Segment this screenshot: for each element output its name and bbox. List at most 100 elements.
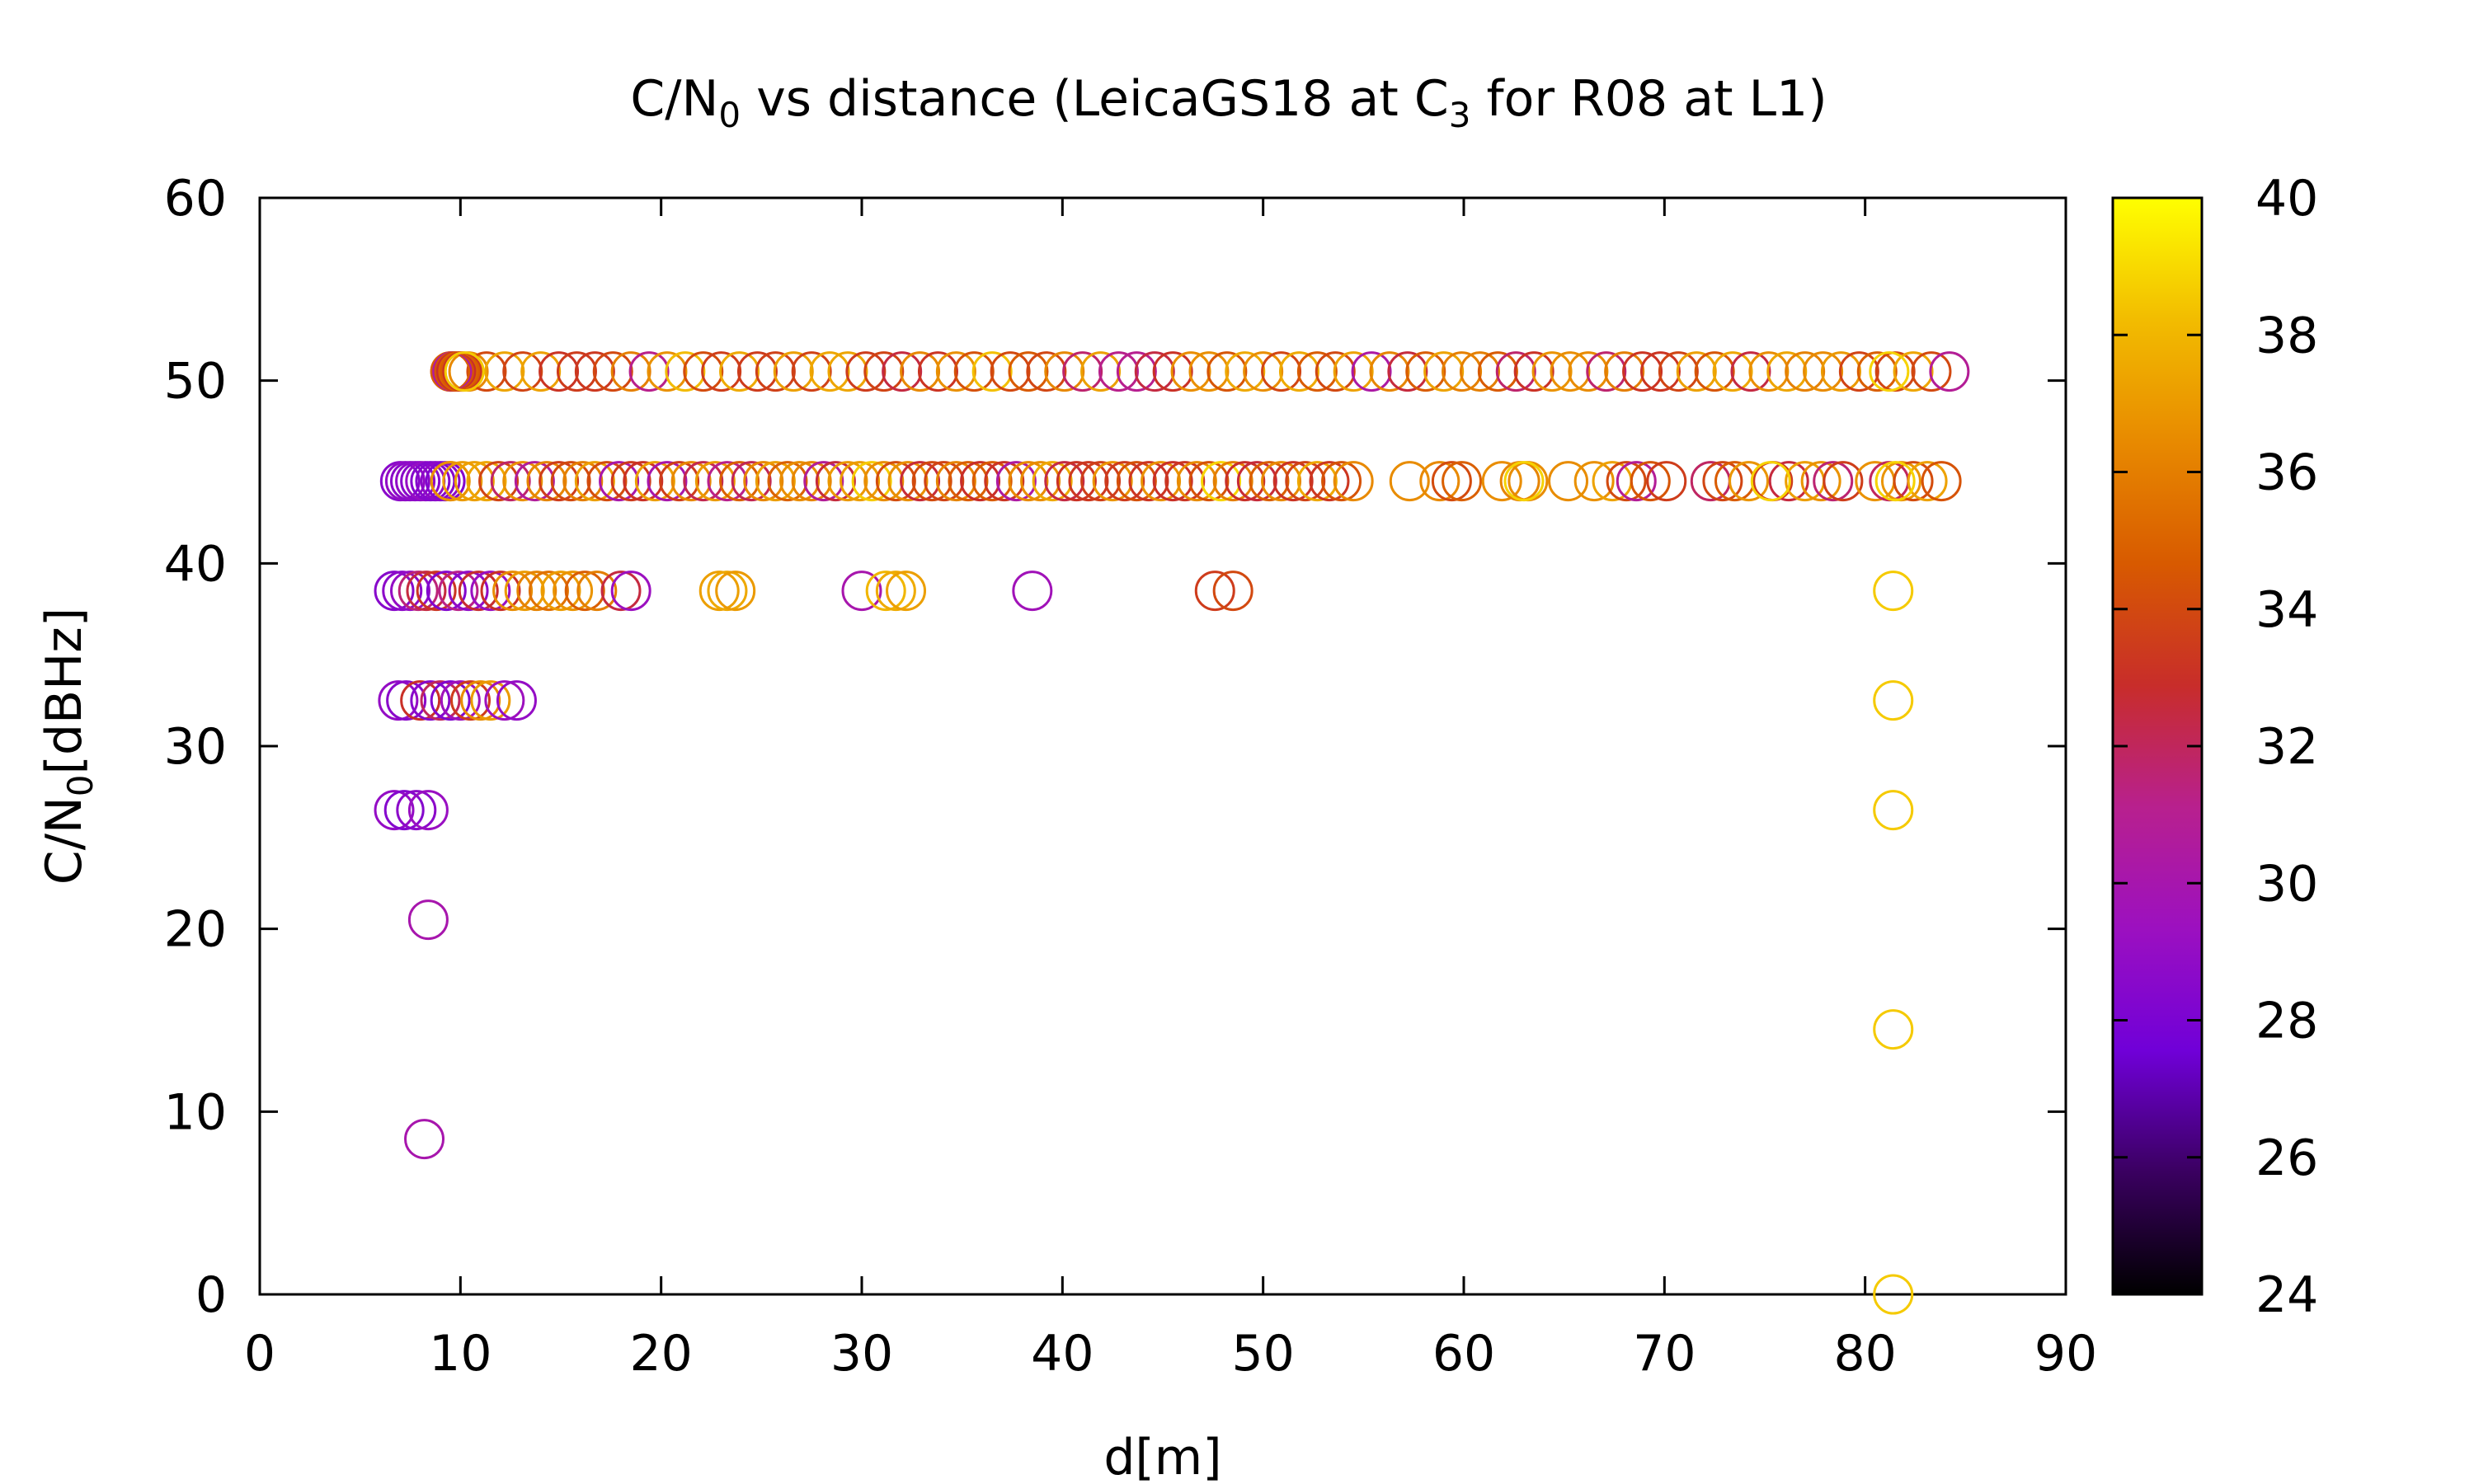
data-point — [887, 461, 929, 502]
data-point — [396, 790, 437, 831]
data-point — [528, 571, 569, 612]
data-point — [574, 351, 615, 392]
data-point — [450, 680, 491, 721]
data-point — [683, 461, 724, 502]
data-point — [1296, 461, 1338, 502]
data-point — [400, 680, 441, 721]
data-point — [386, 680, 427, 721]
data-point — [719, 351, 760, 392]
colorbar-tick-label: 40 — [2255, 170, 2318, 228]
data-point — [1272, 461, 1314, 502]
data-point — [1080, 351, 1122, 392]
x-tick-label: 50 — [1231, 1325, 1294, 1383]
data-point — [404, 1119, 445, 1160]
data-point — [1249, 461, 1290, 502]
data-point — [827, 351, 868, 392]
x-tick-label: 90 — [2034, 1325, 2097, 1383]
data-point — [623, 461, 664, 502]
data-point — [1929, 351, 1970, 392]
data-point — [935, 351, 976, 392]
data-point — [743, 461, 784, 502]
data-point — [484, 351, 525, 392]
data-point — [1020, 461, 1061, 502]
data-point — [1712, 351, 1753, 392]
y-tick-label: 20 — [164, 901, 227, 959]
data-point — [707, 461, 748, 502]
colorbar-tick-label: 36 — [2255, 444, 2318, 502]
data-point — [1387, 351, 1428, 392]
data-point — [1874, 461, 1916, 502]
data-point — [1477, 351, 1518, 392]
data-point — [1893, 461, 1934, 502]
data-point — [407, 899, 449, 941]
data-point — [1068, 461, 1109, 502]
data-point — [1513, 351, 1554, 392]
data-point — [773, 351, 814, 392]
data-point — [924, 461, 965, 502]
data-point — [484, 680, 525, 721]
data-point — [382, 571, 423, 612]
data-point — [1573, 461, 1615, 502]
data-point — [841, 571, 882, 612]
x-axis-label: d[m] — [1103, 1429, 1221, 1484]
colorbar-tick-label: 34 — [2255, 581, 2318, 639]
data-point — [1869, 351, 1910, 392]
data-point — [1750, 461, 1791, 502]
data-point — [430, 680, 471, 721]
data-point — [438, 571, 479, 612]
data-point — [1658, 351, 1699, 392]
data-point — [1243, 351, 1284, 392]
data-point — [539, 461, 580, 502]
data-point — [863, 461, 905, 502]
y-tick-label: 10 — [164, 1083, 227, 1141]
data-point — [917, 351, 958, 392]
data-point — [470, 571, 511, 612]
data-point — [1134, 351, 1175, 392]
data-point — [416, 571, 457, 612]
data-point — [1921, 461, 1962, 502]
data-point — [1333, 351, 1374, 392]
data-point — [971, 351, 1013, 392]
data-point — [647, 461, 688, 502]
data-point — [851, 461, 892, 502]
data-point — [599, 461, 640, 502]
data-point — [1785, 351, 1826, 392]
data-point — [1261, 351, 1302, 392]
y-tick-label: 50 — [164, 353, 227, 411]
data-point — [815, 461, 856, 502]
data-point — [1225, 461, 1266, 502]
data-point — [550, 461, 591, 502]
data-point — [1092, 461, 1133, 502]
data-point — [845, 351, 887, 392]
data-point — [444, 351, 485, 392]
data-point — [1568, 351, 1609, 392]
data-point — [1503, 461, 1545, 502]
data-point — [1622, 351, 1663, 392]
data-point — [1676, 351, 1717, 392]
data-point — [539, 351, 580, 392]
data-point — [900, 351, 941, 392]
data-point — [707, 571, 748, 612]
data-point — [466, 461, 507, 502]
data-point — [634, 461, 675, 502]
data-point — [1206, 351, 1248, 392]
data-point — [576, 571, 618, 612]
data-point — [984, 461, 1025, 502]
data-point — [1630, 461, 1671, 502]
data-point — [448, 571, 489, 612]
data-point — [1442, 351, 1483, 392]
data-point — [1333, 461, 1374, 502]
x-tick-label: 40 — [1031, 1325, 1094, 1383]
data-point — [1646, 461, 1687, 502]
data-point — [719, 461, 760, 502]
data-point — [420, 680, 461, 721]
data-point — [683, 351, 724, 392]
data-point — [698, 571, 740, 612]
data-point — [1152, 461, 1193, 502]
data-point — [1873, 1274, 1914, 1315]
data-point — [1820, 351, 1861, 392]
data-point — [454, 461, 495, 502]
data-point — [1606, 461, 1647, 502]
data-point — [440, 680, 481, 721]
data-point — [492, 571, 534, 612]
